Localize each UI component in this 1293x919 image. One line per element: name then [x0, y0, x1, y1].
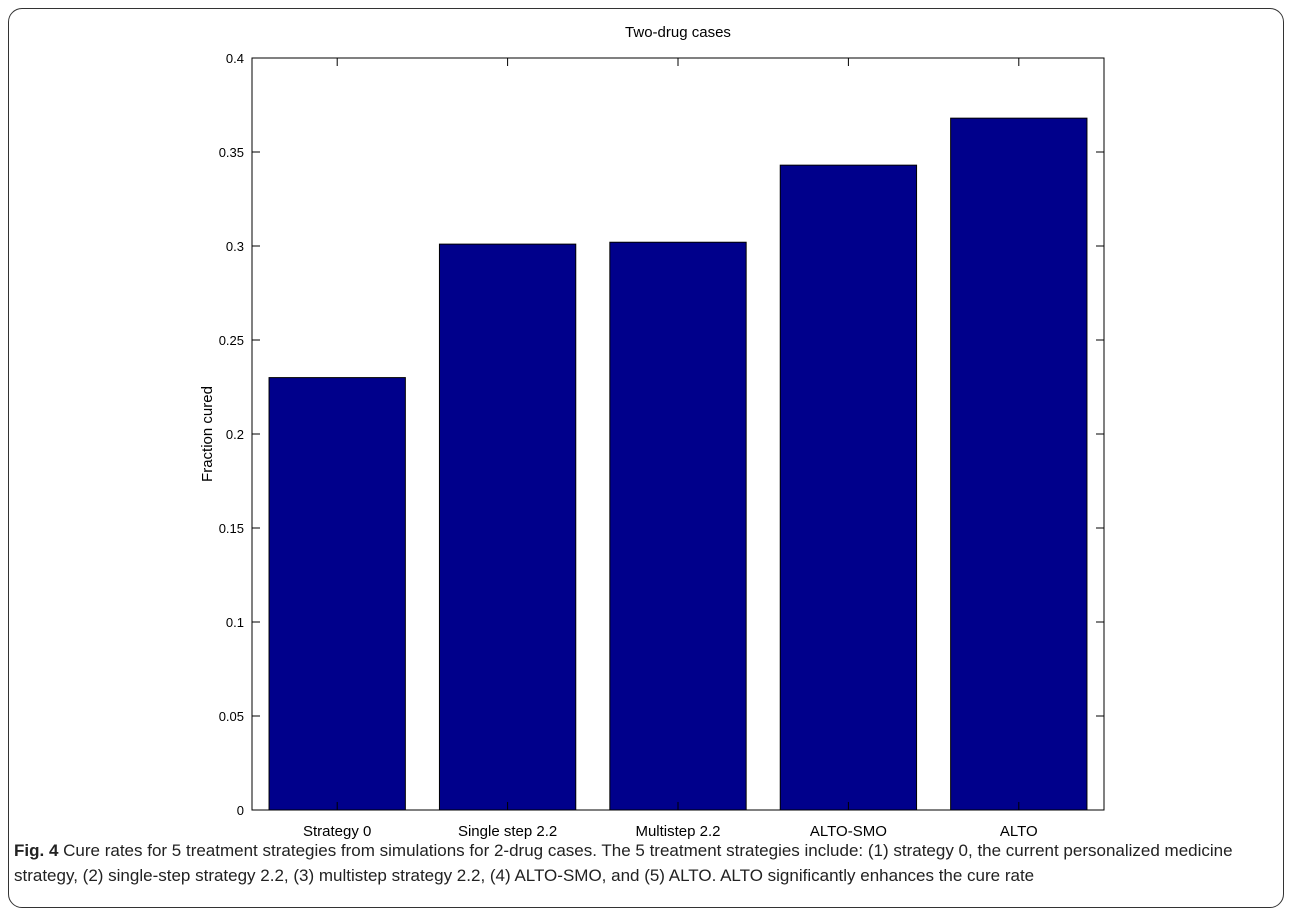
- y-tick-label-7: 0.35: [219, 145, 244, 160]
- figure-caption: Fig. 4 Cure rates for 5 treatment strate…: [14, 838, 1282, 888]
- bar-4: [950, 117, 1088, 811]
- y-tick-label-8: 0.4: [226, 51, 244, 66]
- y-tick-label-3: 0.15: [219, 521, 244, 536]
- chart-title: Two-drug cases: [625, 24, 731, 41]
- y-tick-label-1: 0.05: [219, 709, 244, 724]
- y-tick-label-4: 0.2: [226, 427, 244, 442]
- bar-0: [268, 377, 406, 811]
- figure-frame: [8, 8, 1284, 908]
- caption-text: Cure rates for 5 treatment strategies fr…: [14, 841, 1233, 885]
- x-tick-label-1: Single step 2.2: [458, 823, 557, 840]
- x-tick-label-3: ALTO-SMO: [810, 823, 887, 840]
- y-tick-label-6: 0.3: [226, 239, 244, 254]
- bar-2: [609, 241, 747, 811]
- y-tick-label-5: 0.25: [219, 333, 244, 348]
- y-tick-label-0: 0: [237, 803, 244, 818]
- x-tick-label-4: ALTO: [1000, 823, 1038, 840]
- bar-1: [438, 243, 577, 811]
- x-tick-label-2: Multistep 2.2: [635, 823, 720, 840]
- x-tick-label-0: Strategy 0: [303, 823, 371, 840]
- y-tick-label-2: 0.1: [226, 615, 244, 630]
- bar-3: [779, 164, 918, 811]
- y-axis-label: Fraction cured: [199, 386, 216, 482]
- figure-label: Fig. 4: [14, 841, 59, 860]
